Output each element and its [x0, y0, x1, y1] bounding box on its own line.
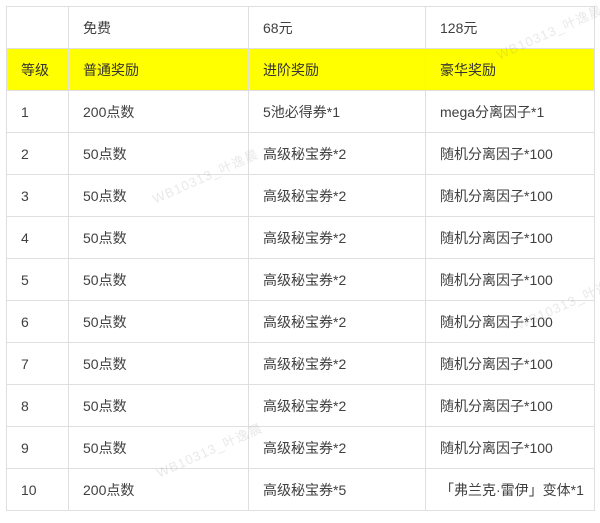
- deluxe-reward-cell: 随机分离因子*100: [425, 174, 595, 217]
- rewards-table: 免费 68元 128元 等级 普通奖励 进阶奖励 豪华奖励 1 200点数 5池…: [6, 6, 595, 511]
- advanced-reward-cell: 高级秘宝券*2: [248, 258, 426, 301]
- price-cell-68: 68元: [248, 6, 426, 49]
- header-level: 等级: [6, 48, 69, 91]
- header-deluxe-reward: 豪华奖励: [425, 48, 595, 91]
- level-cell: 5: [6, 258, 69, 301]
- normal-reward-cell: 50点数: [68, 216, 249, 259]
- normal-reward-cell: 50点数: [68, 258, 249, 301]
- deluxe-reward-cell: 随机分离因子*100: [425, 258, 595, 301]
- level-cell: 2: [6, 132, 69, 175]
- table-row: 7 50点数 高级秘宝券*2 随机分离因子*100: [6, 342, 595, 385]
- price-cell-empty: [6, 6, 69, 49]
- level-cell: 1: [6, 90, 69, 133]
- table-row: 10 200点数 高级秘宝券*5 「弗兰克·雷伊」变体*1: [6, 468, 595, 511]
- advanced-reward-cell: 高级秘宝券*2: [248, 300, 426, 343]
- deluxe-reward-cell: 随机分离因子*100: [425, 216, 595, 259]
- category-header-row: 等级 普通奖励 进阶奖励 豪华奖励: [6, 48, 595, 91]
- advanced-reward-cell: 高级秘宝券*2: [248, 132, 426, 175]
- price-header-row: 免费 68元 128元: [6, 6, 595, 49]
- deluxe-reward-cell: 随机分离因子*100: [425, 300, 595, 343]
- deluxe-reward-cell: 随机分离因子*100: [425, 426, 595, 469]
- normal-reward-cell: 50点数: [68, 300, 249, 343]
- table-row: 9 50点数 高级秘宝券*2 随机分离因子*100: [6, 426, 595, 469]
- table-row: 4 50点数 高级秘宝券*2 随机分离因子*100: [6, 216, 595, 259]
- advanced-reward-cell: 高级秘宝券*5: [248, 468, 426, 511]
- advanced-reward-cell: 高级秘宝券*2: [248, 384, 426, 427]
- price-cell-free: 免费: [68, 6, 249, 49]
- normal-reward-cell: 50点数: [68, 384, 249, 427]
- normal-reward-cell: 50点数: [68, 426, 249, 469]
- deluxe-reward-cell: mega分离因子*1: [425, 90, 595, 133]
- table-row: 1 200点数 5池必得券*1 mega分离因子*1: [6, 90, 595, 133]
- level-cell: 6: [6, 300, 69, 343]
- table-row: 5 50点数 高级秘宝券*2 随机分离因子*100: [6, 258, 595, 301]
- advanced-reward-cell: 高级秘宝券*2: [248, 426, 426, 469]
- advanced-reward-cell: 高级秘宝券*2: [248, 342, 426, 385]
- table-row: 3 50点数 高级秘宝券*2 随机分离因子*100: [6, 174, 595, 217]
- normal-reward-cell: 200点数: [68, 468, 249, 511]
- table-row: 6 50点数 高级秘宝券*2 随机分离因子*100: [6, 300, 595, 343]
- normal-reward-cell: 50点数: [68, 342, 249, 385]
- normal-reward-cell: 200点数: [68, 90, 249, 133]
- table-row: 2 50点数 高级秘宝券*2 随机分离因子*100: [6, 132, 595, 175]
- level-cell: 4: [6, 216, 69, 259]
- advanced-reward-cell: 5池必得券*1: [248, 90, 426, 133]
- level-cell: 3: [6, 174, 69, 217]
- deluxe-reward-cell: 随机分离因子*100: [425, 342, 595, 385]
- header-advanced-reward: 进阶奖励: [248, 48, 426, 91]
- level-cell: 10: [6, 468, 69, 511]
- deluxe-reward-cell: 「弗兰克·雷伊」变体*1: [425, 468, 595, 511]
- advanced-reward-cell: 高级秘宝券*2: [248, 174, 426, 217]
- level-cell: 7: [6, 342, 69, 385]
- price-cell-128: 128元: [425, 6, 595, 49]
- level-cell: 9: [6, 426, 69, 469]
- table-row: 8 50点数 高级秘宝券*2 随机分离因子*100: [6, 384, 595, 427]
- advanced-reward-cell: 高级秘宝券*2: [248, 216, 426, 259]
- header-normal-reward: 普通奖励: [68, 48, 249, 91]
- normal-reward-cell: 50点数: [68, 132, 249, 175]
- normal-reward-cell: 50点数: [68, 174, 249, 217]
- deluxe-reward-cell: 随机分离因子*100: [425, 384, 595, 427]
- deluxe-reward-cell: 随机分离因子*100: [425, 132, 595, 175]
- level-cell: 8: [6, 384, 69, 427]
